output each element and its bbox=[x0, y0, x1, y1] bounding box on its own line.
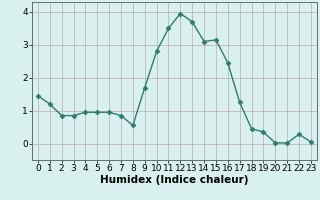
X-axis label: Humidex (Indice chaleur): Humidex (Indice chaleur) bbox=[100, 175, 249, 185]
